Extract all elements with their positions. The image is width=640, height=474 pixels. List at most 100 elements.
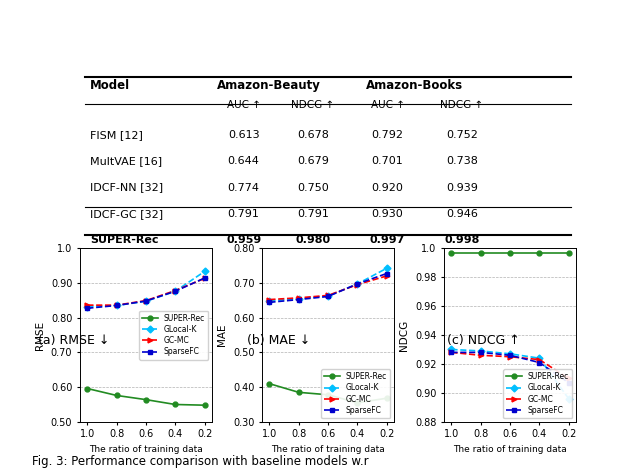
Text: 0.920: 0.920 [372,182,403,192]
SUPER-Rec [565,250,573,255]
Y-axis label: MAE: MAE [218,324,227,346]
Y-axis label: RMSE: RMSE [35,320,45,349]
GC-MC [83,302,91,308]
Text: (a) RMSE ↓: (a) RMSE ↓ [38,334,109,346]
Text: NDCG ↑: NDCG ↑ [440,100,484,109]
Text: AUC ↑: AUC ↑ [371,100,404,109]
SUPER-Rec [477,250,484,255]
Line: GC-MC: GC-MC [267,273,389,302]
GLocal-K [383,265,390,271]
Y-axis label: NDCG: NDCG [399,319,410,351]
Text: SUPER-Rec: SUPER-Rec [90,235,159,245]
Legend: SUPER-Rec, GLocal-K, GC-MC, SparseFC: SUPER-Rec, GLocal-K, GC-MC, SparseFC [504,369,572,418]
Text: (c) NDCG ↑: (c) NDCG ↑ [447,334,520,346]
Text: 0.752: 0.752 [446,130,478,140]
Text: 0.701: 0.701 [372,156,403,166]
GLocal-K [113,302,120,308]
GC-MC [113,302,120,308]
SparseFC [383,271,390,276]
Line: GLocal-K: GLocal-K [267,266,389,303]
SparseFC [142,298,150,304]
SparseFC [172,288,179,294]
GLocal-K [536,356,543,361]
GLocal-K [565,396,573,401]
Text: IDCF-GC [32]: IDCF-GC [32] [90,209,163,219]
Text: 0.998: 0.998 [444,235,479,245]
GC-MC [295,295,303,301]
Text: 0.791: 0.791 [228,209,260,219]
Line: SUPER-Rec: SUPER-Rec [85,386,207,408]
SUPER-Rec [172,401,179,407]
Text: Fig. 3: Performance comparison with baseline models w.r: Fig. 3: Performance comparison with base… [32,455,369,467]
SparseFC [353,281,361,287]
Text: 0.997: 0.997 [370,235,405,245]
Line: SUPER-Rec: SUPER-Rec [449,250,571,255]
SparseFC [565,380,573,386]
GC-MC [383,273,390,279]
GC-MC [565,375,573,381]
Text: (b) MAE ↓: (b) MAE ↓ [247,334,310,346]
SparseFC [83,305,91,311]
Line: GC-MC: GC-MC [85,276,207,308]
Legend: SUPER-Rec, GLocal-K, GC-MC, SparseFC: SUPER-Rec, GLocal-K, GC-MC, SparseFC [140,310,208,359]
GLocal-K [201,269,209,274]
SUPER-Rec [447,250,455,255]
SUPER-Rec [113,392,120,398]
Text: Amazon-Books: Amazon-Books [366,79,463,92]
SUPER-Rec [266,381,273,386]
SUPER-Rec [83,386,91,392]
Line: SparseFC: SparseFC [267,271,389,305]
GC-MC [324,292,332,298]
Text: 0.738: 0.738 [446,156,478,166]
SUPER-Rec [536,250,543,255]
GLocal-K [266,298,273,304]
Text: NDCG ↑: NDCG ↑ [291,100,335,109]
Text: 0.980: 0.980 [296,235,331,245]
SUPER-Rec [142,397,150,402]
Line: GLocal-K: GLocal-K [449,347,571,401]
GLocal-K [477,348,484,354]
SparseFC [113,302,120,308]
Line: SparseFC: SparseFC [85,275,207,310]
GLocal-K [295,296,303,301]
GLocal-K [353,281,361,287]
Text: MultVAE [16]: MultVAE [16] [90,156,162,166]
Text: 0.613: 0.613 [228,130,259,140]
Legend: SUPER-Rec, GLocal-K, GC-MC, SparseFC: SUPER-Rec, GLocal-K, GC-MC, SparseFC [321,369,390,418]
Text: AUC ↑: AUC ↑ [227,100,260,109]
SparseFC [536,360,543,365]
GC-MC [266,297,273,302]
Text: 0.946: 0.946 [446,209,478,219]
SUPER-Rec [353,400,361,406]
Text: Amazon-Beauty: Amazon-Beauty [216,79,321,92]
SUPER-Rec [383,395,390,401]
GC-MC [142,298,150,303]
GLocal-K [83,304,91,310]
Text: Model: Model [90,79,130,92]
SUPER-Rec [201,402,209,408]
GC-MC [447,349,455,355]
GC-MC [536,357,543,363]
SUPER-Rec [295,390,303,395]
Text: 0.679: 0.679 [297,156,329,166]
GC-MC [477,353,484,358]
SparseFC [506,353,514,358]
GLocal-K [506,351,514,356]
Text: 0.791: 0.791 [297,209,329,219]
Text: 0.678: 0.678 [297,130,329,140]
SparseFC [324,293,332,299]
Text: 0.792: 0.792 [371,130,404,140]
Text: 0.939: 0.939 [446,182,478,192]
GC-MC [506,354,514,360]
X-axis label: The ratio of training data: The ratio of training data [453,445,567,454]
Text: 0.930: 0.930 [372,209,403,219]
GLocal-K [172,288,179,294]
Text: FISM [12]: FISM [12] [90,130,143,140]
X-axis label: The ratio of training data: The ratio of training data [89,445,203,454]
Text: 0.774: 0.774 [228,182,260,192]
SUPER-Rec [324,392,332,398]
Line: GLocal-K: GLocal-K [85,269,207,309]
Text: 0.750: 0.750 [297,182,329,192]
SUPER-Rec [506,250,514,255]
GC-MC [353,282,361,288]
